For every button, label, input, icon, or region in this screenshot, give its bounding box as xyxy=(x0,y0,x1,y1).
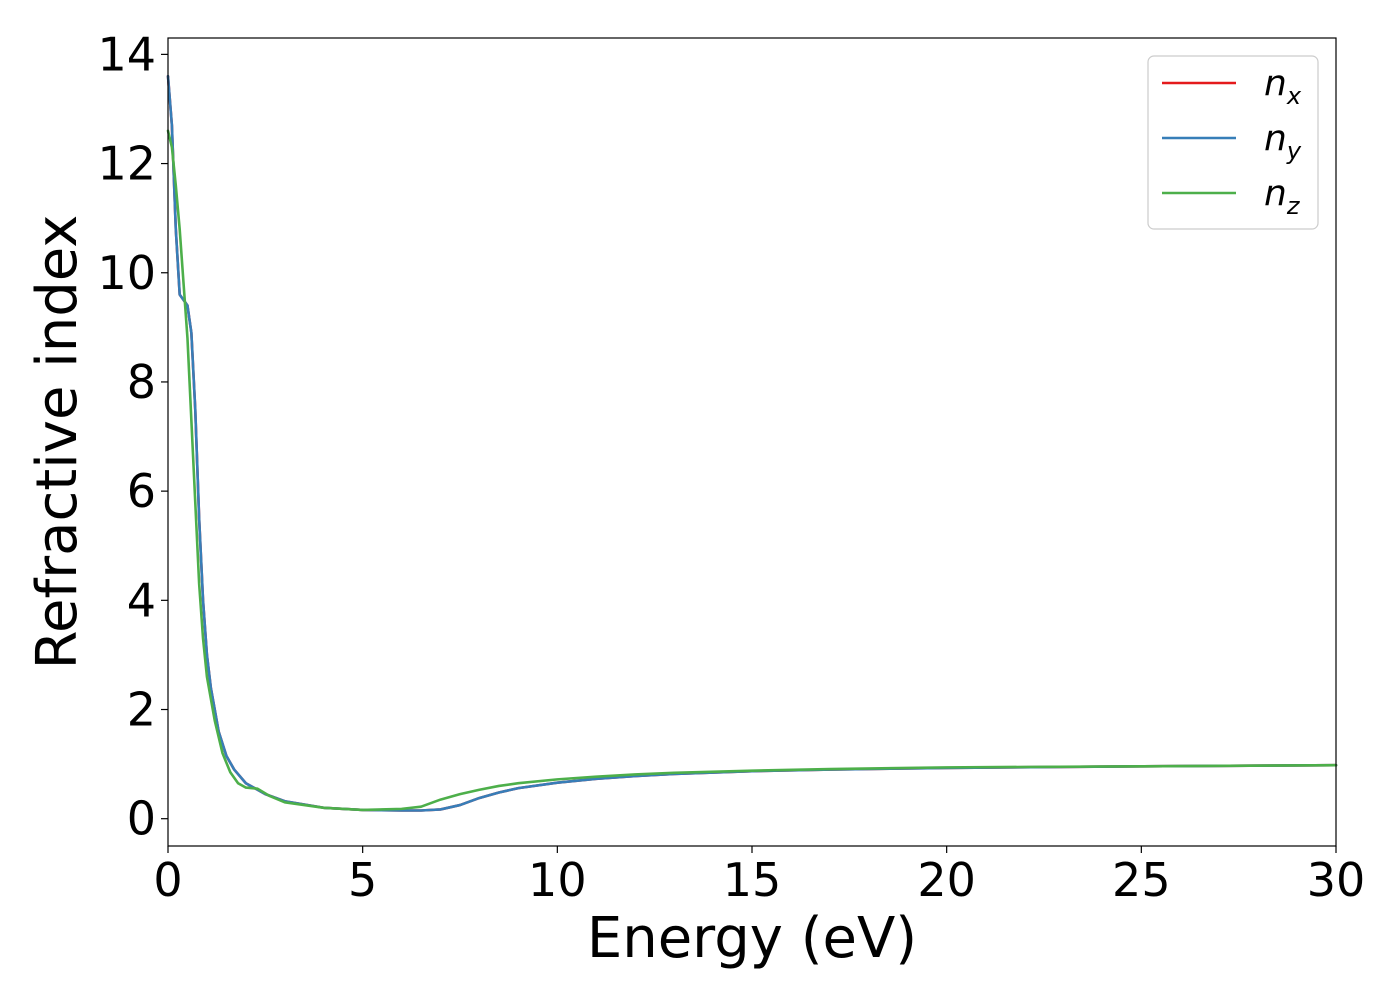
legend-label-ny: ny xyxy=(1264,118,1302,165)
legend-label-nz: nz xyxy=(1264,173,1301,220)
x-tick-label: 10 xyxy=(528,853,587,907)
y-axis-title: Refractive index xyxy=(25,215,90,670)
y-tick-label: 2 xyxy=(127,683,156,737)
y-tick-label: 10 xyxy=(97,246,156,300)
y-tick-label: 8 xyxy=(127,355,156,409)
x-axis-title: Energy (eV) xyxy=(587,906,917,971)
y-tick-label: 6 xyxy=(127,464,156,518)
y-tick-label: 0 xyxy=(127,792,156,846)
legend-label-nx: nx xyxy=(1264,63,1302,110)
legend: nx ny nz xyxy=(1147,55,1319,230)
x-tick-label: 0 xyxy=(153,853,182,907)
x-tick-label: 20 xyxy=(917,853,976,907)
x-tick-label: 15 xyxy=(723,853,782,907)
plot-area xyxy=(166,37,1338,847)
series-layer xyxy=(166,74,1338,812)
x-tick-label: 5 xyxy=(348,853,377,907)
y-tick-label: 14 xyxy=(97,27,156,81)
series-line-nz xyxy=(166,129,1338,812)
x-tick-label: 30 xyxy=(1307,853,1366,907)
y-axis: 0 2 4 6 8 10 12 14 xyxy=(97,27,168,846)
y-tick-label: 12 xyxy=(97,137,156,191)
y-tick-label: 4 xyxy=(127,573,156,627)
x-tick-label: 25 xyxy=(1112,853,1171,907)
legend-box xyxy=(1147,55,1319,230)
x-axis: 0 5 10 15 20 25 30 xyxy=(153,846,1365,907)
